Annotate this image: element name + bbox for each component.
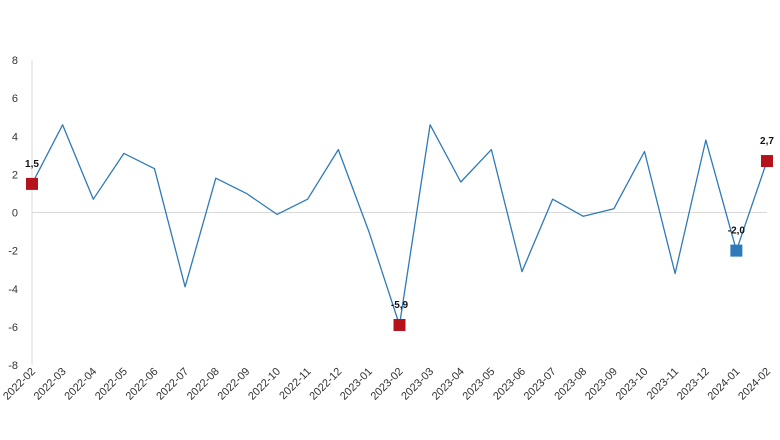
x-tick-label: 2022-08: [185, 366, 222, 403]
data-label: -2,0: [728, 226, 746, 237]
highlight-marker: [393, 318, 406, 331]
highlight-marker: [26, 177, 38, 190]
y-tick-label: -2: [8, 246, 18, 258]
x-tick-label: 2022-07: [154, 366, 191, 403]
x-tick-label: 2023-04: [430, 366, 467, 403]
x-tick-label: 2022-10: [246, 366, 283, 403]
data-label: -5,9: [391, 300, 409, 311]
data-label: 2,7: [760, 136, 774, 147]
x-tick-label: 2022-02: [1, 366, 38, 403]
x-tick-label: 2022-05: [93, 366, 130, 403]
x-tick-label: 2024-01: [705, 366, 742, 403]
data-label: 1,5: [25, 159, 39, 170]
x-tick-label: 2023-10: [614, 366, 651, 403]
y-tick-label: -4: [8, 284, 18, 296]
series-line: [31, 124, 768, 326]
x-tick-label: 2022-09: [215, 366, 252, 403]
x-tick-label: 2023-12: [675, 366, 712, 403]
x-tick-label: 2024-02: [736, 366, 773, 403]
x-tick-label: 2023-06: [491, 366, 528, 403]
series-lines: [31, 124, 768, 326]
y-tick-label: 8: [12, 55, 18, 67]
x-tick-label: 2023-02: [369, 366, 406, 403]
x-tick-label: 2022-06: [124, 366, 161, 403]
x-tick-label: 2023-05: [460, 366, 497, 403]
y-tick-label: 4: [12, 131, 18, 143]
axes: [31, 60, 767, 365]
highlight-marker: [730, 244, 743, 257]
y-tick-label: 2: [12, 169, 18, 181]
highlight-marker: [761, 155, 773, 168]
x-tick-label: 2022-11: [277, 366, 313, 402]
x-tick-label: 2023-07: [522, 366, 559, 403]
x-tick-label: 2023-11: [645, 366, 681, 402]
x-axis-ticks: 2022-022022-032022-042022-052022-062022-…: [1, 366, 773, 403]
x-tick-label: 2023-09: [583, 366, 620, 403]
y-tick-label: -8: [8, 360, 18, 372]
highlight-markers: [26, 155, 773, 331]
x-tick-label: 2022-04: [62, 366, 99, 403]
y-tick-label: 6: [12, 93, 18, 105]
y-tick-label: 0: [12, 208, 18, 220]
y-axis-ticks: -8 -6 -4 -2 0 2 4 6 8: [8, 55, 18, 372]
x-tick-label: 2022-12: [307, 366, 344, 403]
x-tick-label: 2023-08: [552, 366, 589, 403]
x-tick-label: 2023-03: [399, 366, 436, 403]
x-tick-label: 2023-01: [338, 366, 375, 403]
data-labels: 1,5 -5,9 -2,0 2,7: [25, 136, 774, 311]
x-tick-label: 2022-03: [32, 366, 69, 403]
y-tick-label: -6: [8, 322, 18, 334]
